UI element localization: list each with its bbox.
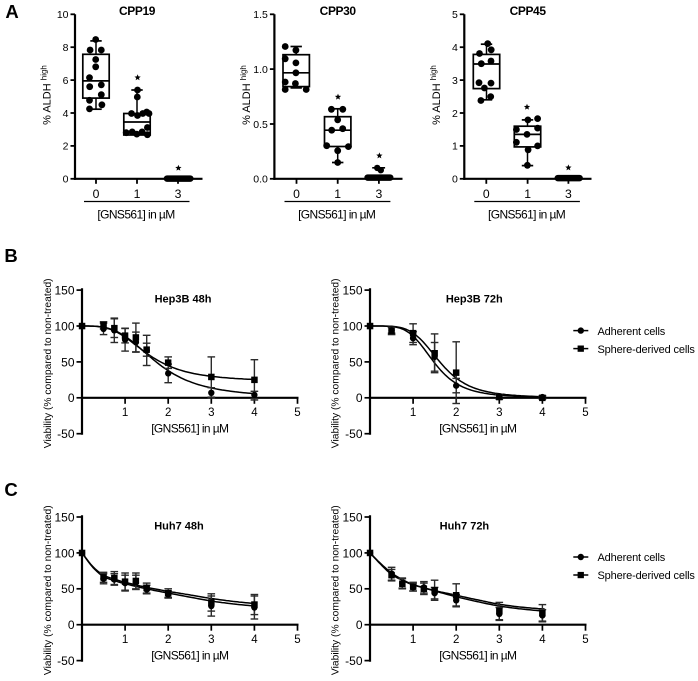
svg-text:2: 2	[63, 141, 69, 153]
svg-text:150: 150	[54, 510, 74, 524]
svg-text:Viability (% compared to non-t: Viability (% compared to non-treated)	[43, 278, 54, 448]
svg-text:[GNS561] in µM: [GNS561] in µM	[151, 648, 229, 662]
svg-text:5: 5	[582, 634, 588, 646]
svg-text:50: 50	[61, 355, 75, 369]
svg-text:4: 4	[63, 108, 69, 120]
svg-text:0: 0	[68, 391, 75, 405]
svg-text:1.5: 1.5	[253, 9, 268, 21]
svg-text:-50: -50	[57, 427, 75, 441]
svg-text:-50: -50	[57, 654, 75, 668]
svg-text:[GNS561] in µM: [GNS561] in µM	[151, 422, 229, 436]
svg-text:3: 3	[452, 75, 458, 87]
svg-text:Huh7 72h: Huh7 72h	[440, 521, 490, 533]
svg-text:100: 100	[342, 319, 362, 333]
svg-text:5: 5	[294, 407, 300, 419]
svg-text:Viability (% compared to non-t: Viability (% compared to non-treated)	[331, 505, 342, 675]
svg-text:4: 4	[539, 407, 546, 419]
svg-text:B: B	[4, 245, 17, 266]
svg-text:150: 150	[342, 510, 362, 524]
svg-text:2: 2	[452, 108, 458, 120]
svg-text:3: 3	[496, 634, 502, 646]
svg-text:4: 4	[452, 42, 458, 54]
svg-text:3: 3	[565, 187, 572, 201]
svg-text:Adherent cells: Adherent cells	[598, 326, 666, 338]
svg-text:150: 150	[54, 284, 74, 298]
svg-text:0: 0	[356, 618, 363, 632]
svg-text:0: 0	[63, 174, 69, 186]
svg-text:CPP30: CPP30	[320, 4, 357, 18]
svg-text:Viability (% compared to non-t: Viability (% compared to non-treated)	[331, 278, 342, 448]
svg-text:4: 4	[251, 407, 258, 419]
svg-text:1: 1	[410, 407, 416, 419]
svg-text:0: 0	[483, 187, 490, 201]
svg-text:1: 1	[122, 634, 128, 646]
svg-text:2: 2	[165, 407, 171, 419]
svg-text:[GNS561] in µM: [GNS561] in µM	[488, 207, 566, 221]
svg-text:1: 1	[524, 187, 531, 201]
svg-text:50: 50	[61, 582, 75, 596]
svg-text:1: 1	[452, 141, 458, 153]
svg-text:3: 3	[208, 634, 214, 646]
svg-text:100: 100	[342, 546, 362, 560]
svg-text:0: 0	[293, 187, 300, 201]
svg-text:1.0: 1.0	[253, 64, 268, 76]
svg-text:5: 5	[294, 634, 300, 646]
svg-text:[GNS561] in µM: [GNS561] in µM	[439, 422, 517, 436]
svg-text:A: A	[5, 1, 18, 22]
svg-text:CPP45: CPP45	[510, 4, 547, 18]
svg-text:100: 100	[54, 546, 74, 560]
svg-text:Hep3B 72h: Hep3B 72h	[446, 294, 503, 306]
svg-text:Sphere-derived cells: Sphere-derived cells	[598, 344, 696, 356]
svg-text:CPP19: CPP19	[119, 4, 156, 18]
svg-text:5: 5	[452, 9, 458, 21]
svg-text:[GNS561] in µM: [GNS561] in µM	[298, 207, 376, 221]
svg-text:Viability (% compared to non-t: Viability (% compared to non-treated)	[43, 505, 54, 675]
svg-text:5: 5	[582, 407, 588, 419]
svg-text:1: 1	[410, 634, 416, 646]
svg-text:-50: -50	[345, 427, 363, 441]
svg-text:10: 10	[57, 9, 69, 21]
svg-text:150: 150	[342, 284, 362, 298]
svg-text:0: 0	[356, 391, 363, 405]
svg-text:0: 0	[93, 187, 100, 201]
svg-text:C: C	[4, 479, 17, 500]
svg-text:1: 1	[122, 407, 128, 419]
svg-text:Hep3B 48h: Hep3B 48h	[155, 294, 212, 306]
svg-text:3: 3	[208, 407, 214, 419]
svg-text:8: 8	[63, 42, 69, 54]
svg-text:0.5: 0.5	[253, 119, 268, 131]
svg-text:3: 3	[175, 187, 182, 201]
svg-text:0.0: 0.0	[253, 174, 268, 186]
svg-text:Adherent cells: Adherent cells	[598, 552, 666, 564]
svg-text:3: 3	[376, 187, 383, 201]
svg-text:50: 50	[349, 582, 363, 596]
svg-text:4: 4	[539, 634, 546, 646]
svg-text:[GNS561] in µM: [GNS561] in µM	[439, 648, 517, 662]
svg-text:3: 3	[496, 407, 502, 419]
svg-text:Huh7 48h: Huh7 48h	[154, 521, 204, 533]
svg-text:-50: -50	[345, 654, 363, 668]
svg-text:2: 2	[453, 634, 459, 646]
svg-text:2: 2	[453, 407, 459, 419]
svg-text:4: 4	[251, 634, 258, 646]
svg-text:1: 1	[334, 187, 341, 201]
svg-text:50: 50	[349, 355, 363, 369]
svg-text:6: 6	[63, 75, 69, 87]
svg-text:Sphere-derived cells: Sphere-derived cells	[598, 570, 696, 582]
svg-text:1: 1	[134, 187, 141, 201]
svg-text:100: 100	[54, 319, 74, 333]
svg-text:0: 0	[68, 618, 75, 632]
svg-text:2: 2	[165, 634, 171, 646]
svg-text:[GNS561] in µM: [GNS561] in µM	[97, 207, 175, 221]
svg-text:0: 0	[452, 174, 458, 186]
